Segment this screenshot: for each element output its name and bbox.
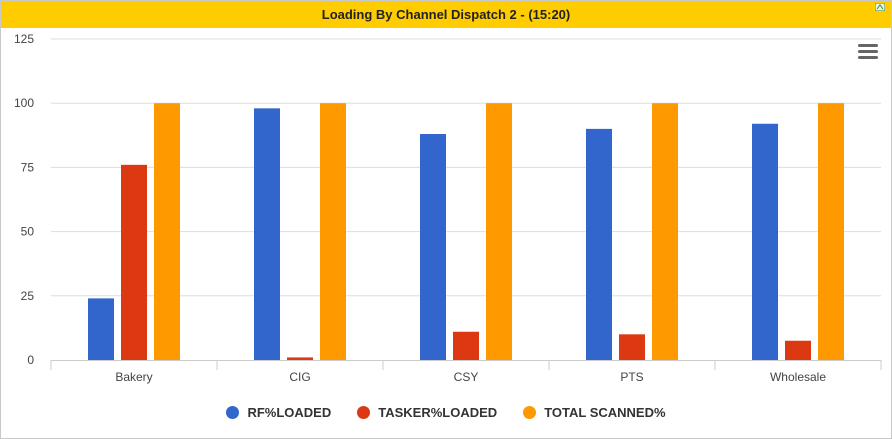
legend-dot-icon — [357, 405, 371, 419]
chart-legend: RF%LOADED TASKER%LOADED TOTAL SCANNED% — [1, 401, 891, 423]
x-tick-label: Bakery — [115, 370, 152, 384]
y-tick-label: 0 — [27, 353, 34, 367]
bar-rf-loaded-csy[interactable] — [420, 134, 446, 360]
x-tick-label: CIG — [289, 370, 310, 384]
hamburger-menu-icon[interactable] — [858, 44, 878, 62]
bar-total-scanned--pts[interactable] — [652, 103, 678, 360]
bar-total-scanned--csy[interactable] — [486, 103, 512, 360]
bar-total-scanned--wholesale[interactable] — [818, 103, 844, 360]
y-tick-label: 50 — [21, 225, 35, 239]
bar-rf-loaded-bakery[interactable] — [88, 298, 114, 360]
bar-total-scanned--cig[interactable] — [320, 103, 346, 360]
y-tick-label: 100 — [14, 96, 34, 110]
bar-tasker-loaded-csy[interactable] — [453, 331, 479, 360]
x-tick-label: CSY — [454, 370, 479, 384]
y-tick-label: 125 — [14, 32, 34, 46]
legend-dot-icon — [226, 405, 240, 419]
legend-label: TASKER%LOADED — [378, 404, 498, 420]
chart-title: Loading By Channel Dispatch 2 - (15:20) — [321, 7, 571, 22]
bar-tasker-loaded-wholesale[interactable] — [785, 340, 811, 360]
bar-tasker-loaded-cig[interactable] — [287, 357, 313, 360]
x-tick-label: Wholesale — [770, 370, 826, 384]
bar-tasker-loaded-pts[interactable] — [619, 334, 645, 360]
legend-item[interactable]: TOTAL SCANNED% — [523, 404, 666, 420]
chart-title-bar: Loading By Channel Dispatch 2 - (15:20) — [1, 1, 891, 28]
bar-rf-loaded-wholesale[interactable] — [752, 123, 778, 360]
legend-item[interactable]: TASKER%LOADED — [357, 405, 497, 420]
y-tick-label: 25 — [21, 289, 35, 303]
y-tick-label: 75 — [21, 160, 35, 174]
bar-total-scanned--bakery[interactable] — [154, 103, 180, 360]
bar-rf-loaded-cig[interactable] — [254, 108, 280, 360]
legend-label: TOTAL SCANNED% — [544, 404, 666, 420]
legend-dot-icon — [523, 405, 537, 419]
export-icon[interactable] — [875, 3, 885, 11]
bar-tasker-loaded-bakery[interactable] — [121, 164, 147, 360]
x-tick-label: PTS — [620, 370, 643, 384]
bar-rf-loaded-pts[interactable] — [586, 128, 612, 360]
legend-label: RF%LOADED — [247, 404, 332, 420]
legend-item[interactable]: RF%LOADED — [226, 405, 331, 420]
